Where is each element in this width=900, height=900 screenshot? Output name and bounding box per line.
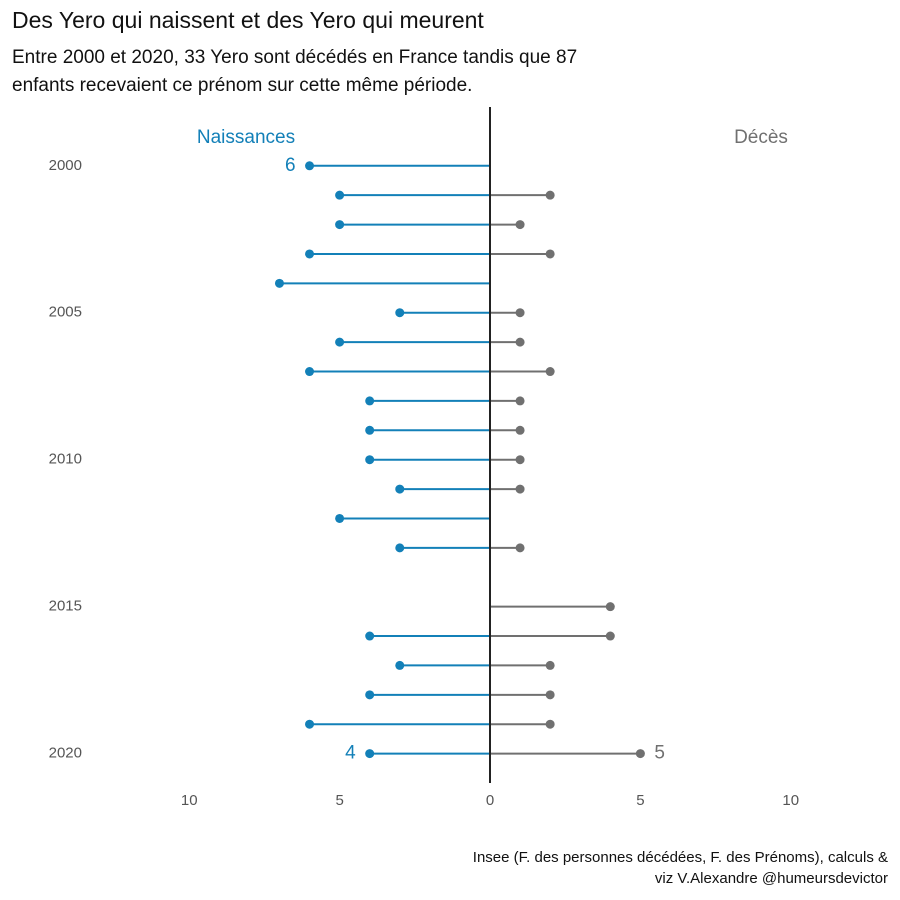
- x-tick-label: 0: [486, 792, 494, 809]
- lollipop-dot: [515, 425, 525, 435]
- lollipop-dot: [305, 719, 315, 729]
- lollipop-dot: [335, 513, 345, 523]
- x-tick-label: 10: [782, 792, 799, 809]
- lollipop-dot: [274, 278, 284, 288]
- y-tick-label: 2005: [49, 304, 82, 321]
- lollipop-dot: [305, 249, 315, 259]
- lollipop-dot: [365, 749, 375, 759]
- y-tick-label: 2015: [49, 598, 82, 615]
- lollipop-dot: [365, 396, 375, 406]
- lollipop-dot: [545, 190, 555, 200]
- lollipop-dot: [635, 749, 645, 759]
- lollipop-dot: [335, 190, 345, 200]
- y-tick-label: 2020: [49, 745, 82, 762]
- lollipop-dot: [605, 631, 615, 641]
- lollipop-dot: [365, 631, 375, 641]
- lollipop-dot: [605, 602, 615, 612]
- data-label: 5: [654, 743, 665, 764]
- data-label: 4: [345, 743, 356, 764]
- lollipop-dot: [515, 543, 525, 553]
- caption: viz V.Alexandre @humeursdevictor: [655, 870, 888, 887]
- lollipop-dot: [335, 220, 345, 230]
- lollipop-dot: [335, 337, 345, 347]
- lollipop-dot: [545, 249, 555, 259]
- lollipop-dot: [515, 484, 525, 494]
- chart-subtitle: Entre 2000 et 2020, 33 Yero sont décédés…: [12, 47, 577, 68]
- x-tick-label: 5: [335, 792, 343, 809]
- x-tick-label: 10: [181, 792, 198, 809]
- data-label: 6: [285, 155, 296, 176]
- lollipop-dot: [515, 220, 525, 230]
- lollipop-dot: [545, 660, 555, 670]
- lollipop-dot: [515, 455, 525, 465]
- lollipop-dot: [515, 308, 525, 318]
- y-tick-label: 2000: [49, 157, 82, 174]
- lollipop-dot: [545, 690, 555, 700]
- series-label: Décès: [734, 127, 788, 148]
- lollipop-dot: [365, 690, 375, 700]
- lollipop-dot: [305, 367, 315, 377]
- lollipop-dot: [545, 367, 555, 377]
- lollipop-dot: [305, 161, 315, 171]
- chart-subtitle: enfants recevaient ce prénom sur cette m…: [12, 75, 472, 96]
- x-tick-label: 5: [636, 792, 644, 809]
- lollipop-dot: [515, 396, 525, 406]
- lollipop-dot: [545, 719, 555, 729]
- y-tick-label: 2010: [49, 451, 82, 468]
- lollipop-dot: [515, 337, 525, 347]
- lollipop-dot: [365, 455, 375, 465]
- lollipop-dot: [395, 484, 405, 494]
- caption: Insee (F. des personnes décédées, F. des…: [473, 849, 888, 866]
- lollipop-dot: [365, 425, 375, 435]
- series-label: Naissances: [197, 127, 295, 148]
- lollipop-dot: [395, 543, 405, 553]
- chart-title: Des Yero qui naissent et des Yero qui me…: [12, 7, 484, 33]
- lollipop-dot: [395, 308, 405, 318]
- lollipop-dot: [395, 660, 405, 670]
